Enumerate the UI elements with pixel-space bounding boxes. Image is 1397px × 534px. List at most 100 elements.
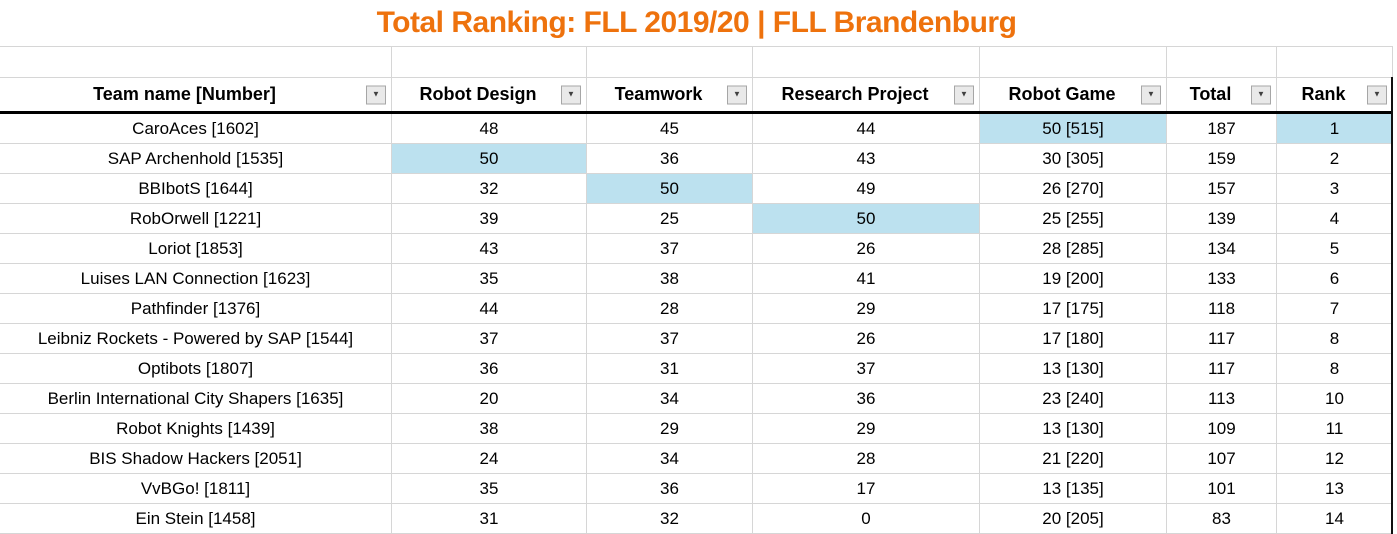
robot-design-cell[interactable]: 35	[392, 474, 587, 503]
research-project-cell[interactable]: 50	[753, 204, 980, 233]
robot-design-cell[interactable]: 50	[392, 144, 587, 173]
research-project-cell[interactable]: 36	[753, 384, 980, 413]
robot-game-cell[interactable]: 17 [175]	[980, 294, 1167, 323]
filter-dropdown-button[interactable]: ▼	[366, 85, 386, 104]
research-project-cell[interactable]: 28	[753, 444, 980, 473]
teamwork-cell[interactable]: 38	[587, 264, 753, 293]
total-cell[interactable]: 187	[1167, 114, 1277, 143]
empty-cell[interactable]	[753, 47, 980, 77]
research-project-cell[interactable]: 29	[753, 414, 980, 443]
rank-cell[interactable]: 6	[1277, 264, 1393, 293]
rank-cell[interactable]: 4	[1277, 204, 1393, 233]
empty-cell[interactable]	[392, 47, 587, 77]
teamwork-cell[interactable]: 36	[587, 144, 753, 173]
empty-cell[interactable]	[587, 47, 753, 77]
column-header-total[interactable]: Total ▼	[1167, 78, 1277, 111]
robot-game-cell[interactable]: 26 [270]	[980, 174, 1167, 203]
rank-cell[interactable]: 2	[1277, 144, 1393, 173]
total-cell[interactable]: 109	[1167, 414, 1277, 443]
team-name-cell[interactable]: Ein Stein [1458]	[0, 504, 392, 533]
team-name-cell[interactable]: BBIbotS [1644]	[0, 174, 392, 203]
column-header-teamwork[interactable]: Teamwork ▼	[587, 78, 753, 111]
team-name-cell[interactable]: RobOrwell [1221]	[0, 204, 392, 233]
teamwork-cell[interactable]: 50	[587, 174, 753, 203]
teamwork-cell[interactable]: 37	[587, 234, 753, 263]
empty-cell[interactable]	[0, 47, 392, 77]
robot-design-cell[interactable]: 20	[392, 384, 587, 413]
team-name-cell[interactable]: CaroAces [1602]	[0, 114, 392, 143]
column-header-team-name-number[interactable]: Team name [Number] ▼	[0, 78, 392, 111]
team-name-cell[interactable]: Berlin International City Shapers [1635]	[0, 384, 392, 413]
robot-design-cell[interactable]: 35	[392, 264, 587, 293]
rank-cell[interactable]: 5	[1277, 234, 1393, 263]
column-header-rank[interactable]: Rank ▼	[1277, 78, 1393, 111]
robot-game-cell[interactable]: 23 [240]	[980, 384, 1167, 413]
total-cell[interactable]: 118	[1167, 294, 1277, 323]
research-project-cell[interactable]: 0	[753, 504, 980, 533]
rank-cell[interactable]: 3	[1277, 174, 1393, 203]
robot-game-cell[interactable]: 17 [180]	[980, 324, 1167, 353]
teamwork-cell[interactable]: 29	[587, 414, 753, 443]
robot-design-cell[interactable]: 37	[392, 324, 587, 353]
teamwork-cell[interactable]: 34	[587, 384, 753, 413]
total-cell[interactable]: 134	[1167, 234, 1277, 263]
total-cell[interactable]: 117	[1167, 354, 1277, 383]
team-name-cell[interactable]: Luises LAN Connection [1623]	[0, 264, 392, 293]
teamwork-cell[interactable]: 45	[587, 114, 753, 143]
filter-dropdown-button[interactable]: ▼	[1367, 85, 1387, 104]
robot-game-cell[interactable]: 20 [205]	[980, 504, 1167, 533]
research-project-cell[interactable]: 37	[753, 354, 980, 383]
rank-cell[interactable]: 10	[1277, 384, 1393, 413]
rank-cell[interactable]: 11	[1277, 414, 1393, 443]
filter-dropdown-button[interactable]: ▼	[727, 85, 747, 104]
robot-game-cell[interactable]: 50 [515]	[980, 114, 1167, 143]
empty-cell[interactable]	[980, 47, 1167, 77]
research-project-cell[interactable]: 29	[753, 294, 980, 323]
team-name-cell[interactable]: SAP Archenhold [1535]	[0, 144, 392, 173]
research-project-cell[interactable]: 26	[753, 324, 980, 353]
filter-dropdown-button[interactable]: ▼	[561, 85, 581, 104]
research-project-cell[interactable]: 26	[753, 234, 980, 263]
research-project-cell[interactable]: 41	[753, 264, 980, 293]
column-header-robot-design[interactable]: Robot Design ▼	[392, 78, 587, 111]
robot-game-cell[interactable]: 21 [220]	[980, 444, 1167, 473]
total-cell[interactable]: 113	[1167, 384, 1277, 413]
rank-cell[interactable]: 7	[1277, 294, 1393, 323]
rank-cell[interactable]: 12	[1277, 444, 1393, 473]
total-cell[interactable]: 117	[1167, 324, 1277, 353]
teamwork-cell[interactable]: 37	[587, 324, 753, 353]
rank-cell[interactable]: 14	[1277, 504, 1393, 533]
column-header-research-project[interactable]: Research Project ▼	[753, 78, 980, 111]
robot-design-cell[interactable]: 31	[392, 504, 587, 533]
robot-game-cell[interactable]: 19 [200]	[980, 264, 1167, 293]
robot-design-cell[interactable]: 32	[392, 174, 587, 203]
teamwork-cell[interactable]: 31	[587, 354, 753, 383]
empty-cell[interactable]	[1277, 47, 1393, 77]
total-cell[interactable]: 159	[1167, 144, 1277, 173]
team-name-cell[interactable]: Loriot [1853]	[0, 234, 392, 263]
teamwork-cell[interactable]: 34	[587, 444, 753, 473]
robot-design-cell[interactable]: 38	[392, 414, 587, 443]
empty-cell[interactable]	[1167, 47, 1277, 77]
robot-game-cell[interactable]: 13 [135]	[980, 474, 1167, 503]
teamwork-cell[interactable]: 28	[587, 294, 753, 323]
rank-cell[interactable]: 8	[1277, 354, 1393, 383]
filter-dropdown-button[interactable]: ▼	[954, 85, 974, 104]
research-project-cell[interactable]: 44	[753, 114, 980, 143]
total-cell[interactable]: 101	[1167, 474, 1277, 503]
team-name-cell[interactable]: VvBGo! [1811]	[0, 474, 392, 503]
column-header-robot-game[interactable]: Robot Game ▼	[980, 78, 1167, 111]
total-cell[interactable]: 83	[1167, 504, 1277, 533]
robot-game-cell[interactable]: 30 [305]	[980, 144, 1167, 173]
robot-game-cell[interactable]: 13 [130]	[980, 414, 1167, 443]
robot-game-cell[interactable]: 13 [130]	[980, 354, 1167, 383]
robot-game-cell[interactable]: 28 [285]	[980, 234, 1167, 263]
teamwork-cell[interactable]: 32	[587, 504, 753, 533]
team-name-cell[interactable]: BIS Shadow Hackers [2051]	[0, 444, 392, 473]
total-cell[interactable]: 133	[1167, 264, 1277, 293]
team-name-cell[interactable]: Leibniz Rockets - Powered by SAP [1544]	[0, 324, 392, 353]
teamwork-cell[interactable]: 36	[587, 474, 753, 503]
robot-design-cell[interactable]: 48	[392, 114, 587, 143]
total-cell[interactable]: 157	[1167, 174, 1277, 203]
robot-design-cell[interactable]: 44	[392, 294, 587, 323]
